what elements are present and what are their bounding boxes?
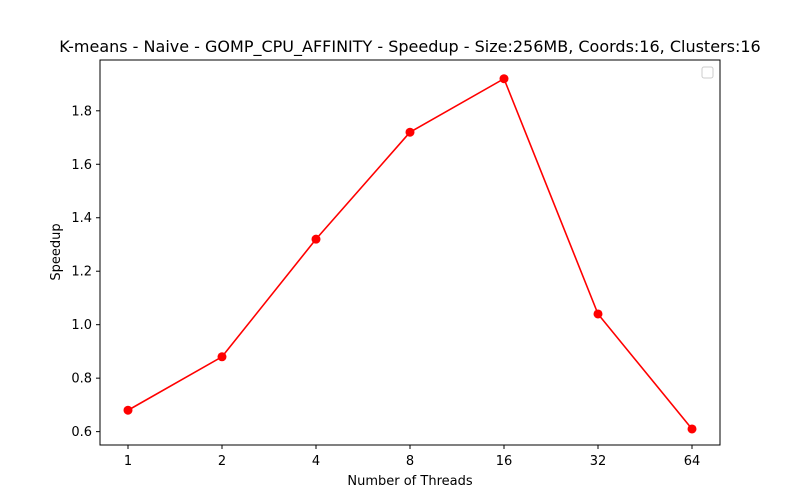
y-tick-label: 1.6 [71, 158, 92, 173]
series-line [123, 74, 697, 434]
x-tick-label: 2 [218, 454, 226, 469]
x-tick-label: 16 [496, 454, 513, 469]
data-point [123, 405, 133, 415]
x-tick-label: 8 [406, 454, 414, 469]
y-tick-label: 1.4 [71, 211, 92, 226]
x-tick-label: 1 [124, 454, 132, 469]
data-point [687, 424, 697, 434]
y-axis: 0.6 0.8 1.0 1.2 1.4 1.6 1.8 [71, 104, 100, 440]
y-tick-label: 1.8 [71, 104, 92, 119]
data-point [593, 309, 603, 319]
y-axis-label: Speedup [49, 223, 64, 280]
plot-frame [99, 59, 721, 446]
y-tick-label: 0.8 [71, 372, 92, 387]
data-point [405, 127, 415, 137]
chart-title: K-means - Naive - GOMP_CPU_AFFINITY - Sp… [59, 37, 760, 57]
data-point [217, 352, 227, 362]
x-tick-label: 64 [684, 454, 701, 469]
x-tick-label: 4 [312, 454, 320, 469]
x-tick-label: 32 [590, 454, 607, 469]
y-tick-label: 1.2 [71, 265, 92, 280]
x-axis: 1 2 4 8 16 32 64 [124, 445, 700, 469]
data-point [499, 74, 509, 84]
y-tick-label: 1.0 [71, 318, 92, 333]
legend-box [701, 66, 714, 79]
y-tick-label: 0.6 [71, 425, 92, 440]
data-point [311, 234, 321, 244]
x-axis-label: Number of Threads [347, 474, 472, 489]
